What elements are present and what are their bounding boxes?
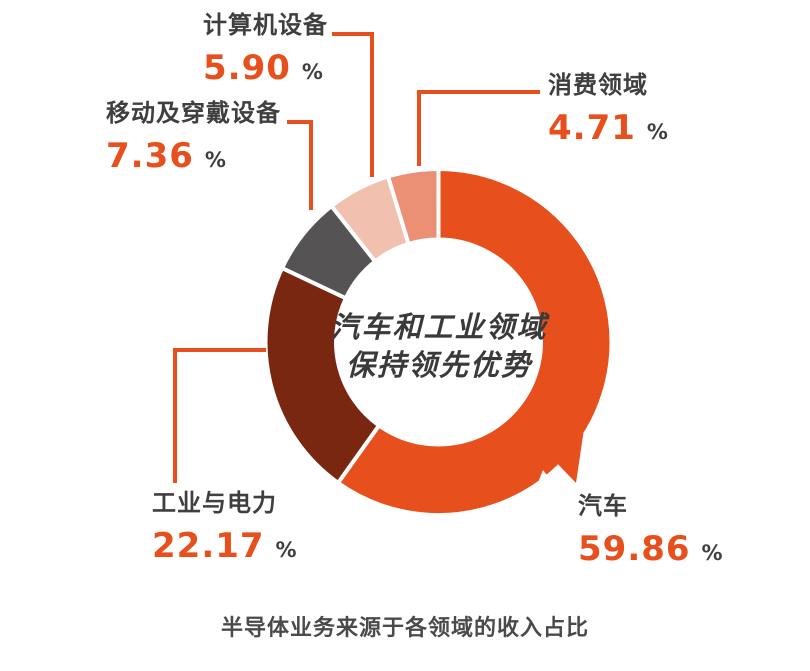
category-value-computer-equipment: 5.90 (203, 48, 291, 88)
callout-mobile-wearable: 移动及穿戴设备 7.36% (106, 100, 281, 180)
percent-sign: % (204, 148, 226, 172)
leader-line-consumer (417, 90, 540, 166)
category-label-computer-equipment: 计算机设备 (203, 11, 328, 39)
category-label-consumer: 消费领域 (548, 71, 648, 99)
category-value-row: 7.36% (106, 138, 281, 180)
center-annotation-line2: 保持领先优势 (345, 348, 532, 382)
center-annotation-line1: 汽车和工业领域 (330, 310, 548, 344)
callout-industrial-power: 工业与电力 22.17% (152, 490, 297, 570)
percent-sign: % (301, 60, 323, 84)
category-value-automotive: 59.86 (578, 529, 691, 569)
callout-automotive: 汽车 59.86% (578, 493, 723, 573)
pie-segment-automotive (335, 166, 614, 517)
speech-tail-pointer (552, 422, 585, 483)
percent-sign: % (701, 541, 723, 565)
callout-computer-equipment: 计算机设备 5.90% (203, 12, 328, 92)
chart-title: 半导体业务来源于各领域的收入占比 (220, 616, 589, 641)
category-value-consumer: 4.71 (548, 108, 636, 148)
donut-center-annotation: 汽车和工业领域 保持领先优势 (279, 308, 599, 384)
percent-sign: % (275, 538, 297, 562)
category-value-row: 5.90% (203, 50, 328, 92)
category-value-row: 4.71% (548, 110, 668, 152)
leader-line-mobile-wearable (287, 120, 313, 210)
category-label-automotive: 汽车 (578, 492, 628, 520)
category-value-industrial-power: 22.17 (152, 526, 265, 566)
pie-segment-consumer (385, 166, 441, 247)
percent-sign: % (646, 120, 668, 144)
speech-tail-notch (531, 470, 562, 500)
category-value-mobile-wearable: 7.36 (106, 136, 194, 176)
category-label-mobile-wearable: 移动及穿戴设备 (106, 99, 281, 127)
category-value-row: 22.17% (152, 528, 297, 570)
callout-consumer: 消费领域 4.71% (548, 72, 668, 152)
category-value-row: 59.86% (578, 531, 723, 573)
leader-line-industrial-power (173, 348, 266, 483)
leader-line-computer-equipment (332, 32, 374, 177)
pie-segment-industrial-power (263, 265, 382, 486)
category-label-industrial-power: 工业与电力 (152, 489, 277, 517)
